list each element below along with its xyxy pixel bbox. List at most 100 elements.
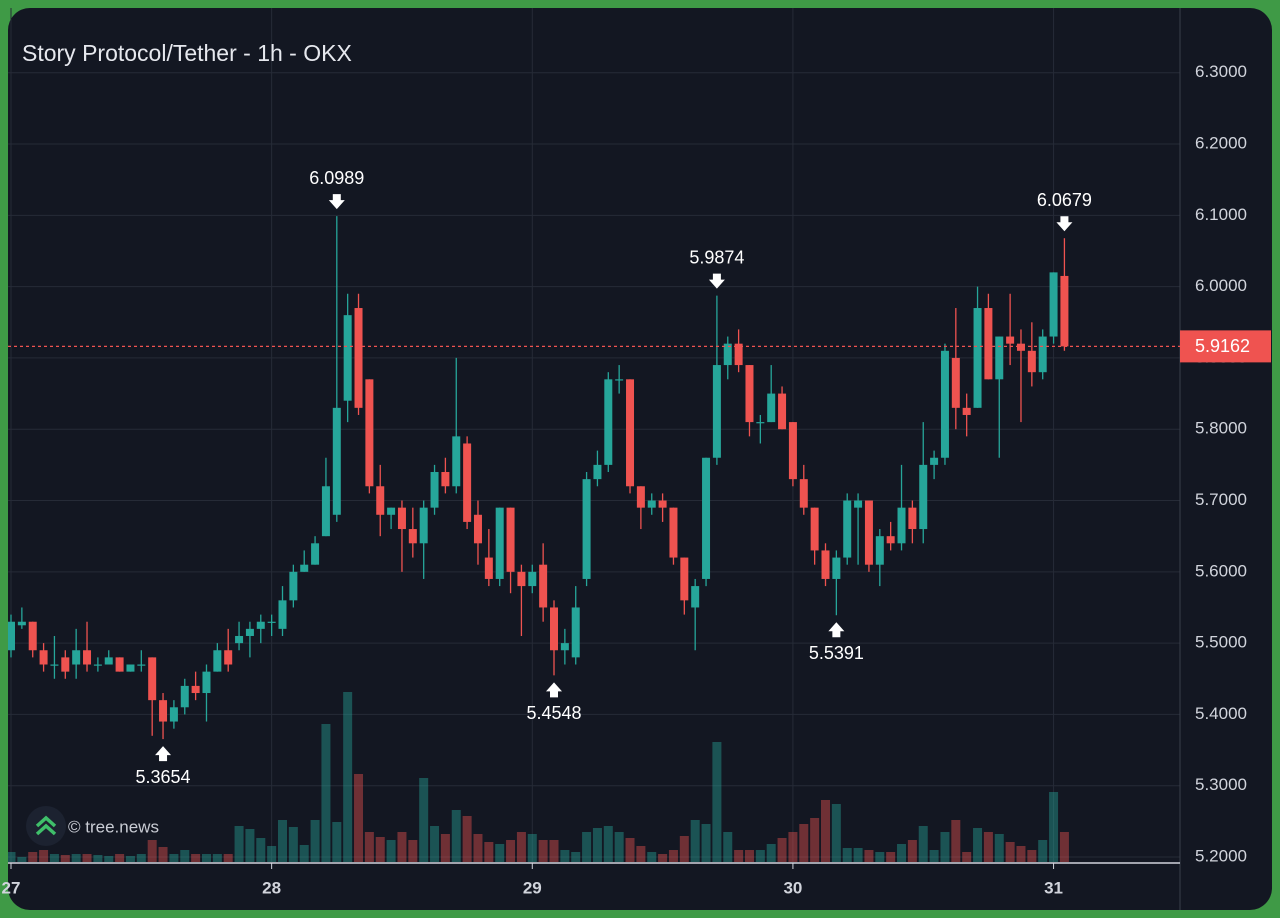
candle-body — [473, 514, 482, 544]
volume-bar — [821, 800, 830, 862]
volume-bar — [278, 820, 287, 862]
volume-bar — [136, 854, 146, 862]
volume-bar — [560, 850, 570, 862]
logo-mark — [35, 815, 57, 836]
volume-bar — [1027, 850, 1037, 862]
candle-body — [734, 343, 743, 366]
volume-bar — [408, 840, 418, 862]
candle-body — [159, 700, 168, 722]
candle-body — [311, 543, 320, 565]
candle-body — [365, 379, 374, 487]
candle-body — [723, 343, 732, 366]
candle-body — [495, 507, 504, 579]
volume-bar — [712, 742, 722, 862]
volume-bar — [1038, 840, 1048, 862]
candle-body — [83, 650, 92, 665]
candle-body — [843, 500, 852, 558]
volume-bar — [267, 846, 277, 862]
candle-body — [897, 507, 906, 544]
volume-bar — [516, 832, 526, 862]
volume-bar — [17, 857, 27, 862]
candle-body — [104, 657, 113, 665]
candle-body — [647, 500, 656, 508]
candle-body — [875, 536, 884, 565]
candle-body — [767, 393, 776, 423]
candle-body — [408, 529, 417, 544]
volume-bar — [191, 854, 201, 862]
candle-body — [1038, 336, 1047, 373]
candle-body — [788, 422, 797, 480]
volume-bar — [125, 856, 135, 862]
volume-bar — [343, 692, 353, 862]
y-tick-label: 6.2000 — [1195, 134, 1247, 153]
volume-bar — [658, 854, 668, 862]
arrow-up — [828, 622, 845, 638]
y-tick-label: 5.2000 — [1195, 846, 1247, 865]
candle-body — [864, 500, 873, 565]
candle-body — [962, 407, 971, 415]
candle-body — [984, 308, 993, 380]
volume-bar — [104, 856, 114, 862]
candle-body — [17, 621, 26, 626]
volume-bar — [886, 852, 896, 862]
x-tick-label: 28 — [262, 878, 281, 897]
x-tick-label: 27 — [2, 878, 21, 897]
candle-body — [28, 621, 37, 651]
volume-bar — [918, 826, 928, 862]
volume-bar — [864, 850, 874, 862]
volume-bar — [71, 854, 81, 862]
candle-body — [832, 557, 841, 579]
candle-body — [484, 557, 493, 579]
candle-body — [115, 657, 124, 672]
candle-body — [441, 472, 450, 487]
candle-body — [463, 443, 472, 522]
price-tag — [1180, 330, 1271, 363]
volume-bar — [690, 820, 700, 862]
volume-bar — [549, 840, 559, 862]
candle-body — [636, 486, 645, 508]
candle-body — [506, 507, 515, 572]
volume-bar — [462, 816, 472, 862]
candle-body — [126, 664, 135, 672]
chart-title: Story Protocol/Tether - 1h - OKX — [22, 40, 352, 66]
volume-bar — [321, 724, 331, 862]
volume-bar — [962, 852, 972, 862]
volume-bar — [614, 832, 624, 862]
arrow-down — [708, 273, 725, 289]
volume-bar — [451, 810, 461, 862]
volume-bar — [506, 840, 516, 862]
volume-bar — [875, 852, 885, 862]
volume-bar — [93, 855, 103, 862]
x-tick-label: 31 — [1044, 878, 1063, 897]
volume-bar — [831, 804, 841, 862]
volume-bar — [842, 848, 852, 862]
volume-bar — [212, 854, 222, 862]
candle-body — [712, 365, 721, 458]
volume-bar — [440, 834, 450, 862]
volume-bar — [1005, 842, 1015, 862]
candle-body — [321, 486, 330, 537]
volume-bar — [897, 844, 907, 862]
volume-bar — [49, 854, 59, 862]
volume-bar — [636, 846, 646, 862]
candle-body — [430, 472, 439, 508]
volume-bar — [940, 832, 950, 862]
candle-body — [1060, 275, 1069, 347]
volume-bar — [744, 850, 754, 862]
y-tick-label: 5.4000 — [1195, 704, 1247, 723]
volume-bar — [766, 844, 776, 862]
candle-body — [756, 422, 765, 424]
candle-body — [419, 507, 428, 544]
candle-body — [604, 379, 613, 465]
axis-layer: 5.2000 5.3000 5.4000 5.5000 5.6000 5.7000 5.80… — [2, 62, 1247, 897]
volume-bar — [527, 834, 537, 862]
candle-body — [1006, 336, 1015, 344]
candle-body — [169, 707, 178, 722]
volume-bar — [8, 852, 16, 862]
annotation-layer: 5.3654 6.0989 5.4548 5.9874 5.5391 6.0679 5.91… — [8, 168, 1271, 787]
y-tick-label: 6.0000 — [1195, 276, 1247, 295]
grid — [8, 8, 1180, 862]
volume-bar — [39, 850, 49, 862]
watermark-text: © tree.news — [68, 817, 159, 836]
